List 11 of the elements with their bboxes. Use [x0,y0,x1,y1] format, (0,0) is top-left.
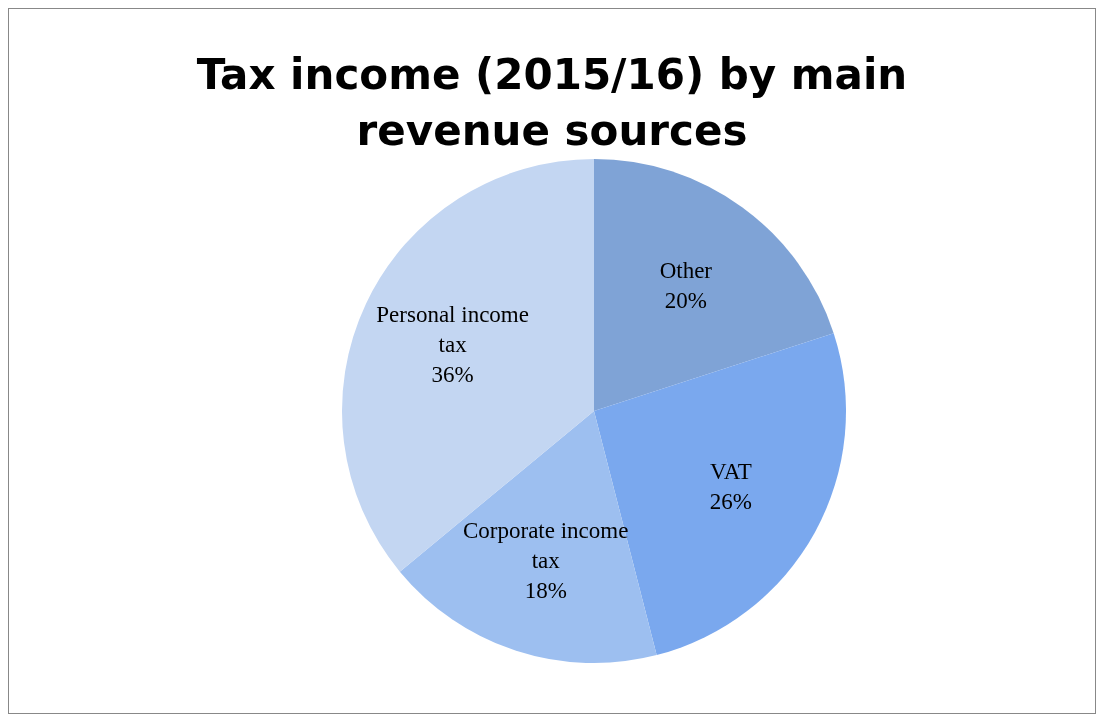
data-label: 18% [524,577,567,603]
data-label: 36% [431,361,474,387]
slice-label: VAT [710,458,752,484]
pie-slice [594,159,834,411]
data-label: 26% [709,488,752,514]
slice-label: Personal income tax [376,301,529,357]
pie-slice [399,411,657,663]
chart-title: Tax income (2015/16) by main revenue sources [195,49,909,157]
slice-label: Corporate income tax [463,517,629,573]
slice-label: Other [659,257,713,283]
data-label: 20% [664,287,707,313]
